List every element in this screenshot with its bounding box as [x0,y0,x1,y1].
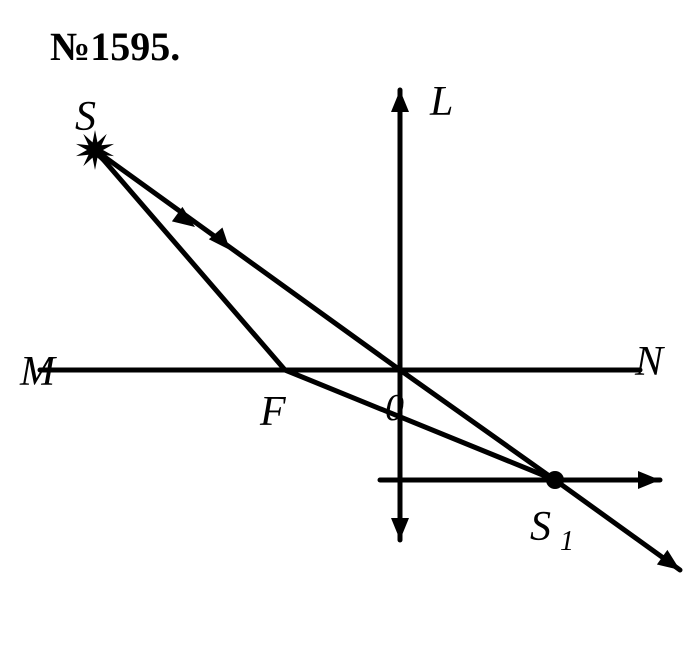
secondary-axis-arrow [638,471,660,489]
image-point-icon [546,471,564,489]
label-F: F [259,389,286,435]
label-L: L [429,79,453,125]
label-S1-sub: 1 [560,526,574,557]
optics-diagram: №1595. S L M N F 0 S 1 [0,0,700,661]
label-0: 0 [385,387,404,429]
axis-L-arrow-top [391,518,409,540]
geometry-layer [40,90,680,570]
label-M: M [19,349,57,395]
labels-layer: S L M N F 0 S 1 [19,79,665,557]
label-N: N [634,339,665,385]
problem-number: №1595. [50,24,180,69]
label-S1: S [530,504,551,550]
label-S: S [75,94,96,140]
